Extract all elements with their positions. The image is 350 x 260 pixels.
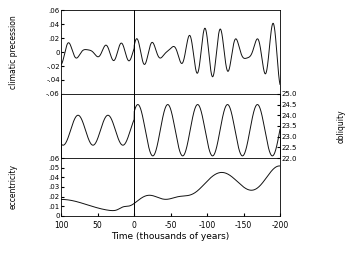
Text: climatic precession: climatic precession bbox=[9, 15, 18, 89]
X-axis label: Time (thousands of years): Time (thousands of years) bbox=[112, 232, 230, 242]
Text: obliquity: obliquity bbox=[337, 109, 346, 143]
Text: eccentricity: eccentricity bbox=[9, 164, 18, 209]
